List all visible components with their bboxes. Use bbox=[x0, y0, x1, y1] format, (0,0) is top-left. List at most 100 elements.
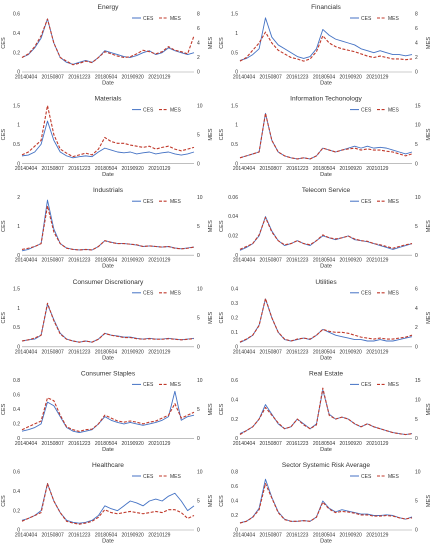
y-tick-label-right: 0 bbox=[415, 528, 418, 534]
y-tick-label-left: 0.2 bbox=[13, 422, 20, 428]
x-tick-label: 20180504 bbox=[95, 75, 117, 81]
chart-title: Sector Systemic Risk Average bbox=[282, 462, 371, 469]
y-tick-label-left: 0.2 bbox=[13, 50, 20, 56]
x-tick-label: 20140404 bbox=[233, 75, 255, 81]
y-tick-label-left: 0.02 bbox=[228, 234, 238, 240]
x-tick-label: 20150807 bbox=[42, 441, 64, 447]
y-axis-title-left: CES bbox=[219, 129, 225, 141]
x-tick-label: 20190920 bbox=[340, 349, 362, 355]
chart-panel: Financials 0 0.5 1 1.5 0 2 4 6 8 20140404 20150807 2… bbox=[219, 4, 432, 87]
legend-ces-label: CES bbox=[143, 199, 154, 205]
x-tick-label: 20180504 bbox=[95, 258, 117, 264]
x-tick-label: 20180504 bbox=[95, 441, 117, 447]
mes-series-line bbox=[239, 112, 413, 160]
y-tick-label-right: 8 bbox=[415, 12, 418, 18]
legend-mes-label: MES bbox=[170, 107, 182, 113]
x-tick-label: 20140404 bbox=[15, 166, 37, 172]
legend-mes-label: MES bbox=[388, 474, 400, 480]
y-tick-label-left: 0 bbox=[235, 345, 238, 351]
mes-series-line bbox=[21, 397, 195, 432]
y-tick-label-right: 10 bbox=[197, 287, 203, 293]
y-axis-title-left: CES bbox=[1, 37, 7, 49]
y-tick-label-left: 1.5 bbox=[13, 287, 20, 293]
x-tick-label: 20190920 bbox=[340, 258, 362, 264]
y-axis-title-left: CES bbox=[1, 495, 7, 507]
y-tick-label-right: 0 bbox=[415, 253, 418, 259]
y-tick-label-right: 5 bbox=[415, 499, 418, 505]
legend-ces-label: CES bbox=[143, 107, 154, 113]
chart-panel: Information Techonology 0 0.5 1 1.5 0 5 10 15 201… bbox=[219, 96, 432, 179]
chart-panel: Industrials 0 1 2 0 5 10 20140404 20150807 201612… bbox=[1, 187, 214, 270]
y-tick-label-left: 0.4 bbox=[13, 31, 20, 37]
y-tick-label-left: 0 bbox=[235, 161, 238, 167]
x-tick-label: 20190920 bbox=[122, 75, 144, 81]
ces-series-line bbox=[239, 216, 413, 251]
x-tick-label: 20180504 bbox=[313, 533, 335, 539]
y-tick-label-right: 10 bbox=[197, 470, 203, 476]
y-axis-title-right: MES bbox=[208, 495, 214, 507]
y-tick-label-left: 2 bbox=[17, 195, 20, 201]
x-tick-label: 20210129 bbox=[148, 533, 170, 539]
y-tick-label-left: 0.4 bbox=[13, 489, 20, 495]
x-tick-label: 20140404 bbox=[233, 166, 255, 172]
y-tick-label-right: 4 bbox=[197, 41, 200, 47]
y-tick-label-right: 5 bbox=[197, 407, 200, 413]
y-tick-label-left: 0.3 bbox=[231, 301, 238, 307]
x-tick-label: 20210129 bbox=[366, 258, 388, 264]
chart-panel: Healthcare 0 0.2 0.4 0.6 0 5 10 20140404 20150807… bbox=[1, 462, 214, 545]
x-axis-title: Date bbox=[320, 447, 332, 453]
x-tick-label: 20190920 bbox=[122, 166, 144, 172]
y-tick-label-right: 6 bbox=[197, 26, 200, 32]
mes-series-line bbox=[239, 31, 413, 62]
ces-series-line bbox=[21, 483, 195, 524]
x-axis-title: Date bbox=[102, 539, 114, 545]
chart-panel: Utilities 0 0.1 0.2 0.3 0.4 0 2 4 6 20140404 201508… bbox=[219, 279, 432, 362]
y-tick-label-left: 1 bbox=[17, 123, 20, 129]
x-tick-label: 20150807 bbox=[42, 258, 64, 264]
y-tick-label-left: 1.5 bbox=[231, 103, 238, 109]
legend-ces-label: CES bbox=[361, 474, 372, 480]
chart-panel: Sector Systemic Risk Average 0 0.2 0.4 0.6 0.… bbox=[219, 462, 432, 545]
x-tick-label: 20140404 bbox=[233, 533, 255, 539]
x-tick-label: 20150807 bbox=[42, 533, 64, 539]
x-tick-label: 20161223 bbox=[68, 166, 90, 172]
y-tick-label-right: 10 bbox=[197, 378, 203, 384]
y-tick-label-left: 0.8 bbox=[13, 378, 20, 384]
x-tick-label: 20161223 bbox=[68, 75, 90, 81]
x-tick-label: 20140404 bbox=[15, 441, 37, 447]
ces-series-line bbox=[239, 112, 413, 160]
x-tick-label: 20140404 bbox=[233, 349, 255, 355]
legend-ces-label: CES bbox=[361, 291, 372, 297]
y-tick-label-right: 15 bbox=[415, 103, 421, 109]
y-axis-title-right: MES bbox=[426, 128, 432, 140]
y-axis-title-left: CES bbox=[219, 37, 225, 49]
y-tick-label-left: 0.4 bbox=[13, 407, 20, 413]
y-tick-label-right: 0 bbox=[197, 528, 200, 534]
chart-title: Industrials bbox=[93, 187, 124, 194]
ces-series-line bbox=[239, 17, 413, 61]
x-tick-label: 20150807 bbox=[260, 75, 282, 81]
y-tick-label-right: 5 bbox=[415, 142, 418, 148]
x-axis-title: Date bbox=[102, 81, 114, 87]
y-tick-label-left: 0 bbox=[235, 70, 238, 76]
chart-title: Consumer Staples bbox=[81, 370, 136, 377]
legend-mes-label: MES bbox=[388, 382, 400, 388]
y-tick-label-left: 0.8 bbox=[231, 470, 238, 476]
y-axis-title-right: MES bbox=[208, 37, 214, 49]
y-tick-label-right: 4 bbox=[415, 41, 418, 47]
chart-panel: Real Estate 0 0.2 0.4 0.6 0 5 10 15 20140404 20150… bbox=[219, 370, 432, 453]
y-tick-label-right: 10 bbox=[197, 103, 203, 109]
x-tick-label: 20210129 bbox=[148, 258, 170, 264]
x-tick-label: 20140404 bbox=[15, 533, 37, 539]
x-tick-label: 20161223 bbox=[286, 533, 308, 539]
y-tick-label-left: 0.2 bbox=[231, 513, 238, 519]
x-axis-title: Date bbox=[320, 264, 332, 270]
y-tick-label-left: 0.6 bbox=[13, 12, 20, 18]
x-tick-label: 20210129 bbox=[366, 166, 388, 172]
x-tick-label: 20180504 bbox=[313, 258, 335, 264]
y-tick-label-right: 15 bbox=[415, 378, 421, 384]
mes-series-line bbox=[239, 387, 413, 436]
y-tick-label-right: 2 bbox=[415, 325, 418, 331]
chart-title: Information Techonology bbox=[290, 96, 362, 103]
chart-title: Materials bbox=[95, 96, 122, 103]
